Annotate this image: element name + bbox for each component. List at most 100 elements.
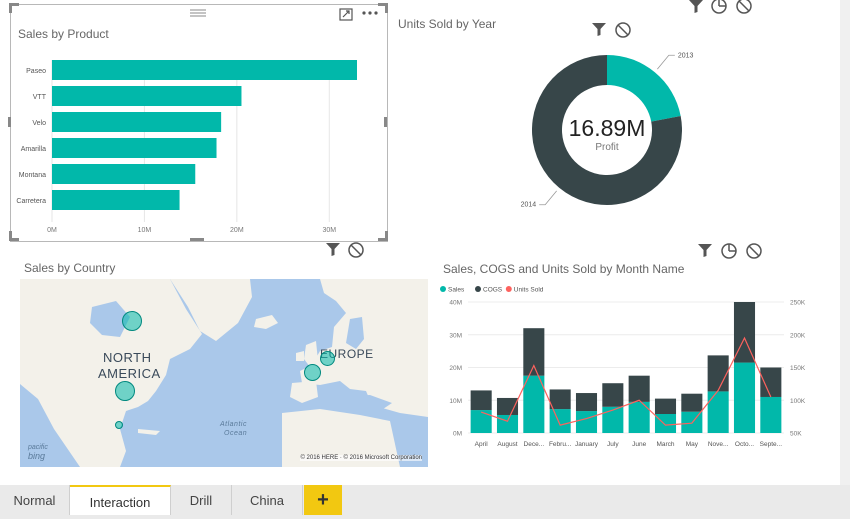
bing-logo: bing xyxy=(28,451,46,461)
map-bubble[interactable] xyxy=(320,351,335,366)
filter-icon[interactable] xyxy=(688,0,704,13)
resize-handle[interactable] xyxy=(378,238,388,241)
sales-bar xyxy=(575,411,598,433)
tab-normal[interactable]: Normal xyxy=(0,485,70,515)
map-label-atlantic: Atlantic xyxy=(220,421,247,428)
x-tick-label: Nove... xyxy=(708,441,729,448)
pie-icon[interactable] xyxy=(711,0,727,14)
tab-drill[interactable]: Drill xyxy=(171,485,232,515)
resize-handle[interactable] xyxy=(385,231,388,241)
no-impact-icon[interactable] xyxy=(736,0,752,14)
cogs-bar xyxy=(523,328,545,376)
cogs-bar xyxy=(628,375,650,402)
y2-tick-label: 100K xyxy=(790,398,806,405)
report-canvas: Sales by Product 0M 10M 20M 30M Paseo VTT Velo… xyxy=(0,0,840,485)
sales-by-country-title: Sales by Country xyxy=(24,261,116,275)
y2-tick-label: 50K xyxy=(790,431,802,438)
y-tick-label: 40M xyxy=(449,300,462,307)
cogs-bar xyxy=(549,389,571,410)
bar xyxy=(52,60,357,80)
legend-marker xyxy=(475,286,481,292)
cogs-bar xyxy=(470,390,492,411)
resize-handle[interactable] xyxy=(9,3,19,6)
resize-handle[interactable] xyxy=(8,117,11,127)
vertical-scrollbar[interactable] xyxy=(840,0,850,485)
resize-handle[interactable] xyxy=(9,238,19,241)
sales-by-product-title: Sales by Product xyxy=(18,27,109,41)
resize-handle[interactable] xyxy=(385,3,388,13)
y-tick-label: 20M xyxy=(449,365,462,372)
units-by-year-title: Units Sold by Year xyxy=(398,17,497,31)
resize-handle[interactable] xyxy=(378,3,388,6)
cogs-bar xyxy=(707,355,729,392)
filter-icon[interactable] xyxy=(697,244,713,257)
sales-bar xyxy=(760,396,782,433)
map-label-america: AMERICA xyxy=(98,366,161,381)
sales-bar xyxy=(628,401,650,433)
sales-bar xyxy=(654,414,677,433)
no-impact-icon[interactable] xyxy=(615,22,631,38)
filter-icon[interactable] xyxy=(325,243,341,256)
category-label: Carretera xyxy=(16,198,46,205)
resize-handle[interactable] xyxy=(9,231,12,241)
x-tick-label: 20M xyxy=(230,227,244,234)
pie-icon[interactable] xyxy=(721,243,737,259)
donut-center-label: Profit xyxy=(595,142,619,153)
more-options-icon[interactable] xyxy=(362,10,378,16)
resize-handle[interactable] xyxy=(384,117,387,127)
map-bubble[interactable] xyxy=(115,381,135,401)
x-tick-label: March xyxy=(656,441,674,448)
donut-slice xyxy=(607,55,681,122)
bar xyxy=(52,138,217,158)
map-bubble[interactable] xyxy=(115,421,123,429)
cogs-bar xyxy=(654,398,677,415)
tab-interaction[interactable]: Interaction xyxy=(70,485,171,515)
units-by-year-chart: 2013 2014 xyxy=(521,52,694,209)
sales-by-country-map[interactable]: NORTH AMERICA EUROPE Atlantic Ocean paci… xyxy=(20,279,428,467)
sales-bar xyxy=(470,410,492,433)
x-tick-label: 0M xyxy=(47,227,57,234)
map-bubble[interactable] xyxy=(122,311,142,331)
no-impact-icon[interactable] xyxy=(746,243,762,259)
x-tick-label: January xyxy=(575,441,599,448)
map-label-ocean: Ocean xyxy=(224,430,248,437)
x-tick-label: Febru... xyxy=(549,441,572,448)
sales-bar xyxy=(523,375,545,433)
x-tick-label: Octo... xyxy=(735,441,754,448)
x-tick-label: Dece... xyxy=(524,441,545,448)
donut-slice-label: 2013 xyxy=(678,52,694,59)
sales-by-product-chart: 0M 10M 20M 30M Paseo VTT Velo Amarilla Montana Ca… xyxy=(16,60,357,234)
sales-bar xyxy=(549,409,571,433)
bar xyxy=(52,86,242,106)
y2-tick-label: 150K xyxy=(790,365,806,372)
bar xyxy=(52,112,222,132)
y2-tick-label: 200K xyxy=(790,332,806,339)
drag-grip-icon[interactable] xyxy=(189,8,207,18)
resize-handle[interactable] xyxy=(190,238,204,241)
map-label-north: NORTH xyxy=(103,350,152,365)
units-sold-line xyxy=(480,336,772,426)
donut-slice-label: 2014 xyxy=(521,202,537,209)
sales-bar xyxy=(496,414,519,433)
filter-icon[interactable] xyxy=(591,23,607,36)
cogs-bar xyxy=(760,367,782,397)
y-tick-label: 10M xyxy=(449,398,462,405)
focus-mode-icon[interactable] xyxy=(339,8,353,21)
legend-label: Sales xyxy=(448,287,465,294)
category-label: VTT xyxy=(33,94,47,101)
x-tick-label: 30M xyxy=(322,227,336,234)
cogs-bar xyxy=(602,383,624,407)
donut-leader-line xyxy=(539,190,557,206)
add-page-button[interactable]: + xyxy=(304,485,342,515)
tab-china[interactable]: China xyxy=(232,485,303,515)
x-tick-label: Septe... xyxy=(760,441,783,448)
donut-leader-line xyxy=(657,54,675,70)
x-tick-label: May xyxy=(686,441,699,448)
no-impact-icon[interactable] xyxy=(348,242,364,258)
resize-handle[interactable] xyxy=(9,3,12,13)
cogs-bar xyxy=(681,393,703,412)
x-tick-label: April xyxy=(475,441,489,448)
bing-logo-top: pacific xyxy=(28,444,48,451)
map-bubble[interactable] xyxy=(304,364,321,381)
y-tick-label: 0M xyxy=(453,431,462,438)
